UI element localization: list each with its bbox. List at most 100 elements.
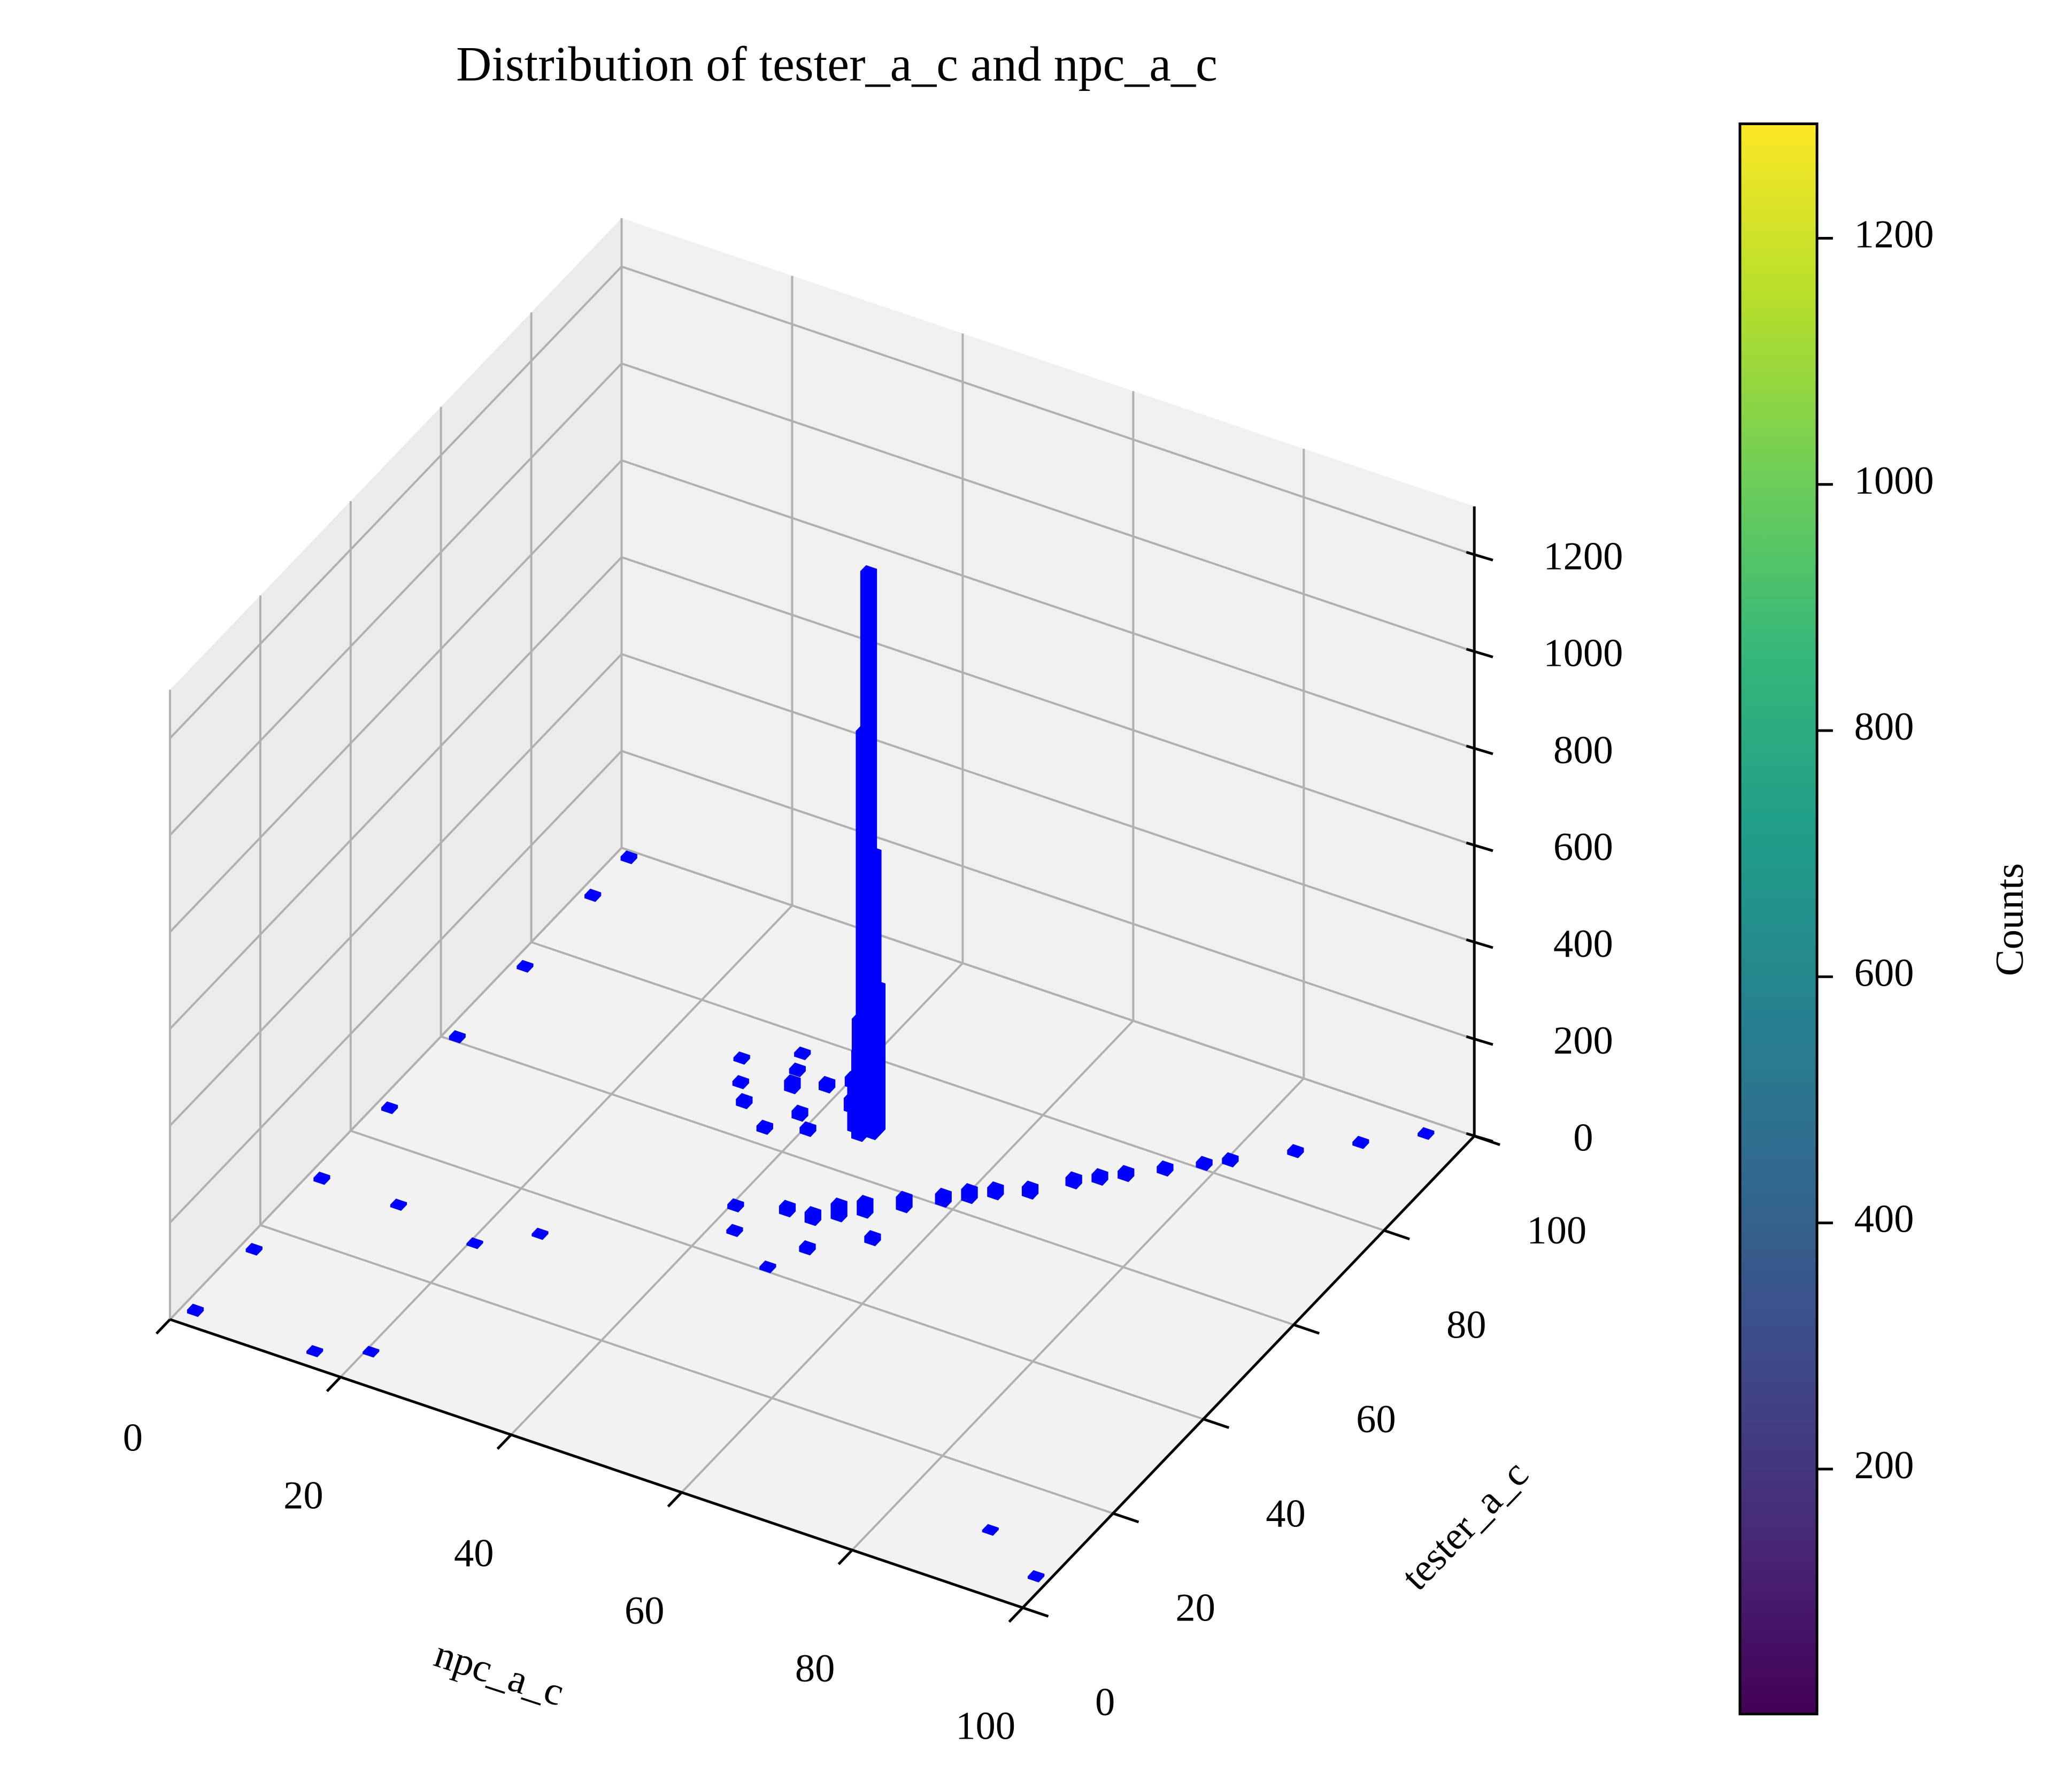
y-tick xyxy=(1383,1229,1410,1241)
grid-line xyxy=(621,459,1475,750)
grid-line xyxy=(260,1224,1114,1515)
bar xyxy=(732,1075,749,1089)
bar xyxy=(1065,1171,1082,1189)
x-axis-line xyxy=(170,1318,1023,1609)
z-tick xyxy=(1466,1035,1493,1046)
colorbar-tick-label: 200 xyxy=(1854,1443,1914,1487)
bar xyxy=(1118,1165,1135,1182)
y-tick-label: 40 xyxy=(1266,1492,1306,1535)
z-tick xyxy=(1466,1132,1493,1143)
z-tick-label: 800 xyxy=(1553,728,1613,772)
y-tick xyxy=(1293,1323,1320,1335)
bar xyxy=(1027,1570,1045,1583)
z-tick-label: 400 xyxy=(1553,922,1613,966)
bar xyxy=(306,1345,323,1357)
y-tick-label: 0 xyxy=(1095,1680,1115,1724)
x-axis-label: npc_a_c xyxy=(429,1632,569,1715)
chart-title: Distribution of tester_a_c and npc_a_c xyxy=(456,37,1218,91)
bar xyxy=(736,1093,753,1110)
bar xyxy=(381,1101,398,1115)
z-tick-label: 0 xyxy=(1573,1116,1593,1159)
bar xyxy=(727,1198,744,1213)
colorbar-tick-label: 600 xyxy=(1854,951,1914,995)
bar xyxy=(789,1062,806,1078)
bar xyxy=(804,1206,821,1226)
bar xyxy=(794,1046,811,1061)
bar xyxy=(799,1121,817,1137)
y-axis-line xyxy=(1021,1135,1476,1609)
bar xyxy=(864,1071,881,1140)
z-tick-label: 1000 xyxy=(1543,632,1623,675)
bar xyxy=(864,1230,881,1247)
bar xyxy=(982,1524,999,1536)
bar xyxy=(851,1044,868,1142)
grid-line xyxy=(169,363,622,836)
colorbar-tick-label: 1000 xyxy=(1854,459,1934,503)
bar xyxy=(759,1260,776,1273)
x-tick-label: 40 xyxy=(454,1531,494,1575)
x-tick xyxy=(496,1433,512,1450)
bar xyxy=(896,1190,913,1213)
grid-line xyxy=(681,1020,1134,1493)
bar xyxy=(245,1242,263,1256)
grid-line xyxy=(169,556,622,1030)
bar xyxy=(726,1224,743,1238)
bar xyxy=(961,1183,978,1204)
grid-line xyxy=(621,556,1475,847)
x-tick xyxy=(667,1491,683,1508)
z-tick-label: 200 xyxy=(1553,1019,1613,1063)
x-tick-label: 80 xyxy=(795,1647,835,1691)
x-tick-label: 20 xyxy=(283,1474,323,1518)
x-tick xyxy=(1008,1607,1024,1623)
bar xyxy=(313,1171,330,1185)
y-tick xyxy=(1022,1606,1049,1618)
back-pane xyxy=(621,218,1475,1136)
grid-line xyxy=(510,962,964,1436)
z-tick-label: 600 xyxy=(1553,825,1613,869)
bar xyxy=(784,1074,801,1095)
y-tick-label: 60 xyxy=(1356,1397,1396,1441)
z-tick xyxy=(1466,938,1493,949)
side-pane xyxy=(170,218,622,1320)
bar xyxy=(1157,1160,1174,1177)
x-tick xyxy=(837,1549,853,1565)
y-axis-label: tester_a_c xyxy=(1393,1452,1537,1599)
grid-line xyxy=(621,653,1475,943)
grid-line xyxy=(621,362,1475,653)
x-tick xyxy=(155,1318,171,1335)
colorbar-tick-label: 400 xyxy=(1854,1197,1914,1241)
grid-line xyxy=(169,266,622,739)
y-tick xyxy=(1112,1512,1139,1524)
colorbar-label: Counts xyxy=(1988,863,2032,976)
bar xyxy=(449,1030,466,1043)
bar xyxy=(1196,1156,1213,1171)
colorbar xyxy=(1738,122,1819,1716)
bar xyxy=(584,888,602,902)
z-tick xyxy=(1466,841,1493,852)
y-tick xyxy=(1203,1418,1230,1429)
colorbar-tick-label: 800 xyxy=(1854,705,1914,749)
x-tick-label: 60 xyxy=(625,1589,665,1633)
grid-line xyxy=(530,941,1384,1232)
bar xyxy=(1287,1144,1304,1158)
grid-line xyxy=(169,459,622,933)
bar xyxy=(1091,1168,1108,1186)
bar xyxy=(791,1104,808,1122)
bar xyxy=(517,959,534,973)
bar xyxy=(987,1181,1004,1201)
z-tick xyxy=(1466,648,1493,658)
grid-line xyxy=(621,265,1475,556)
z-tick xyxy=(1466,744,1493,756)
bar xyxy=(532,1227,549,1240)
grid-line xyxy=(441,1035,1295,1326)
bar xyxy=(1418,1127,1435,1140)
bar xyxy=(1222,1152,1239,1167)
bar xyxy=(799,1240,816,1256)
bar xyxy=(935,1187,952,1208)
bar xyxy=(779,1200,796,1218)
z-tick xyxy=(1466,551,1493,562)
bar xyxy=(620,850,637,864)
y-tick-label: 20 xyxy=(1175,1586,1215,1630)
bar xyxy=(1352,1135,1369,1149)
